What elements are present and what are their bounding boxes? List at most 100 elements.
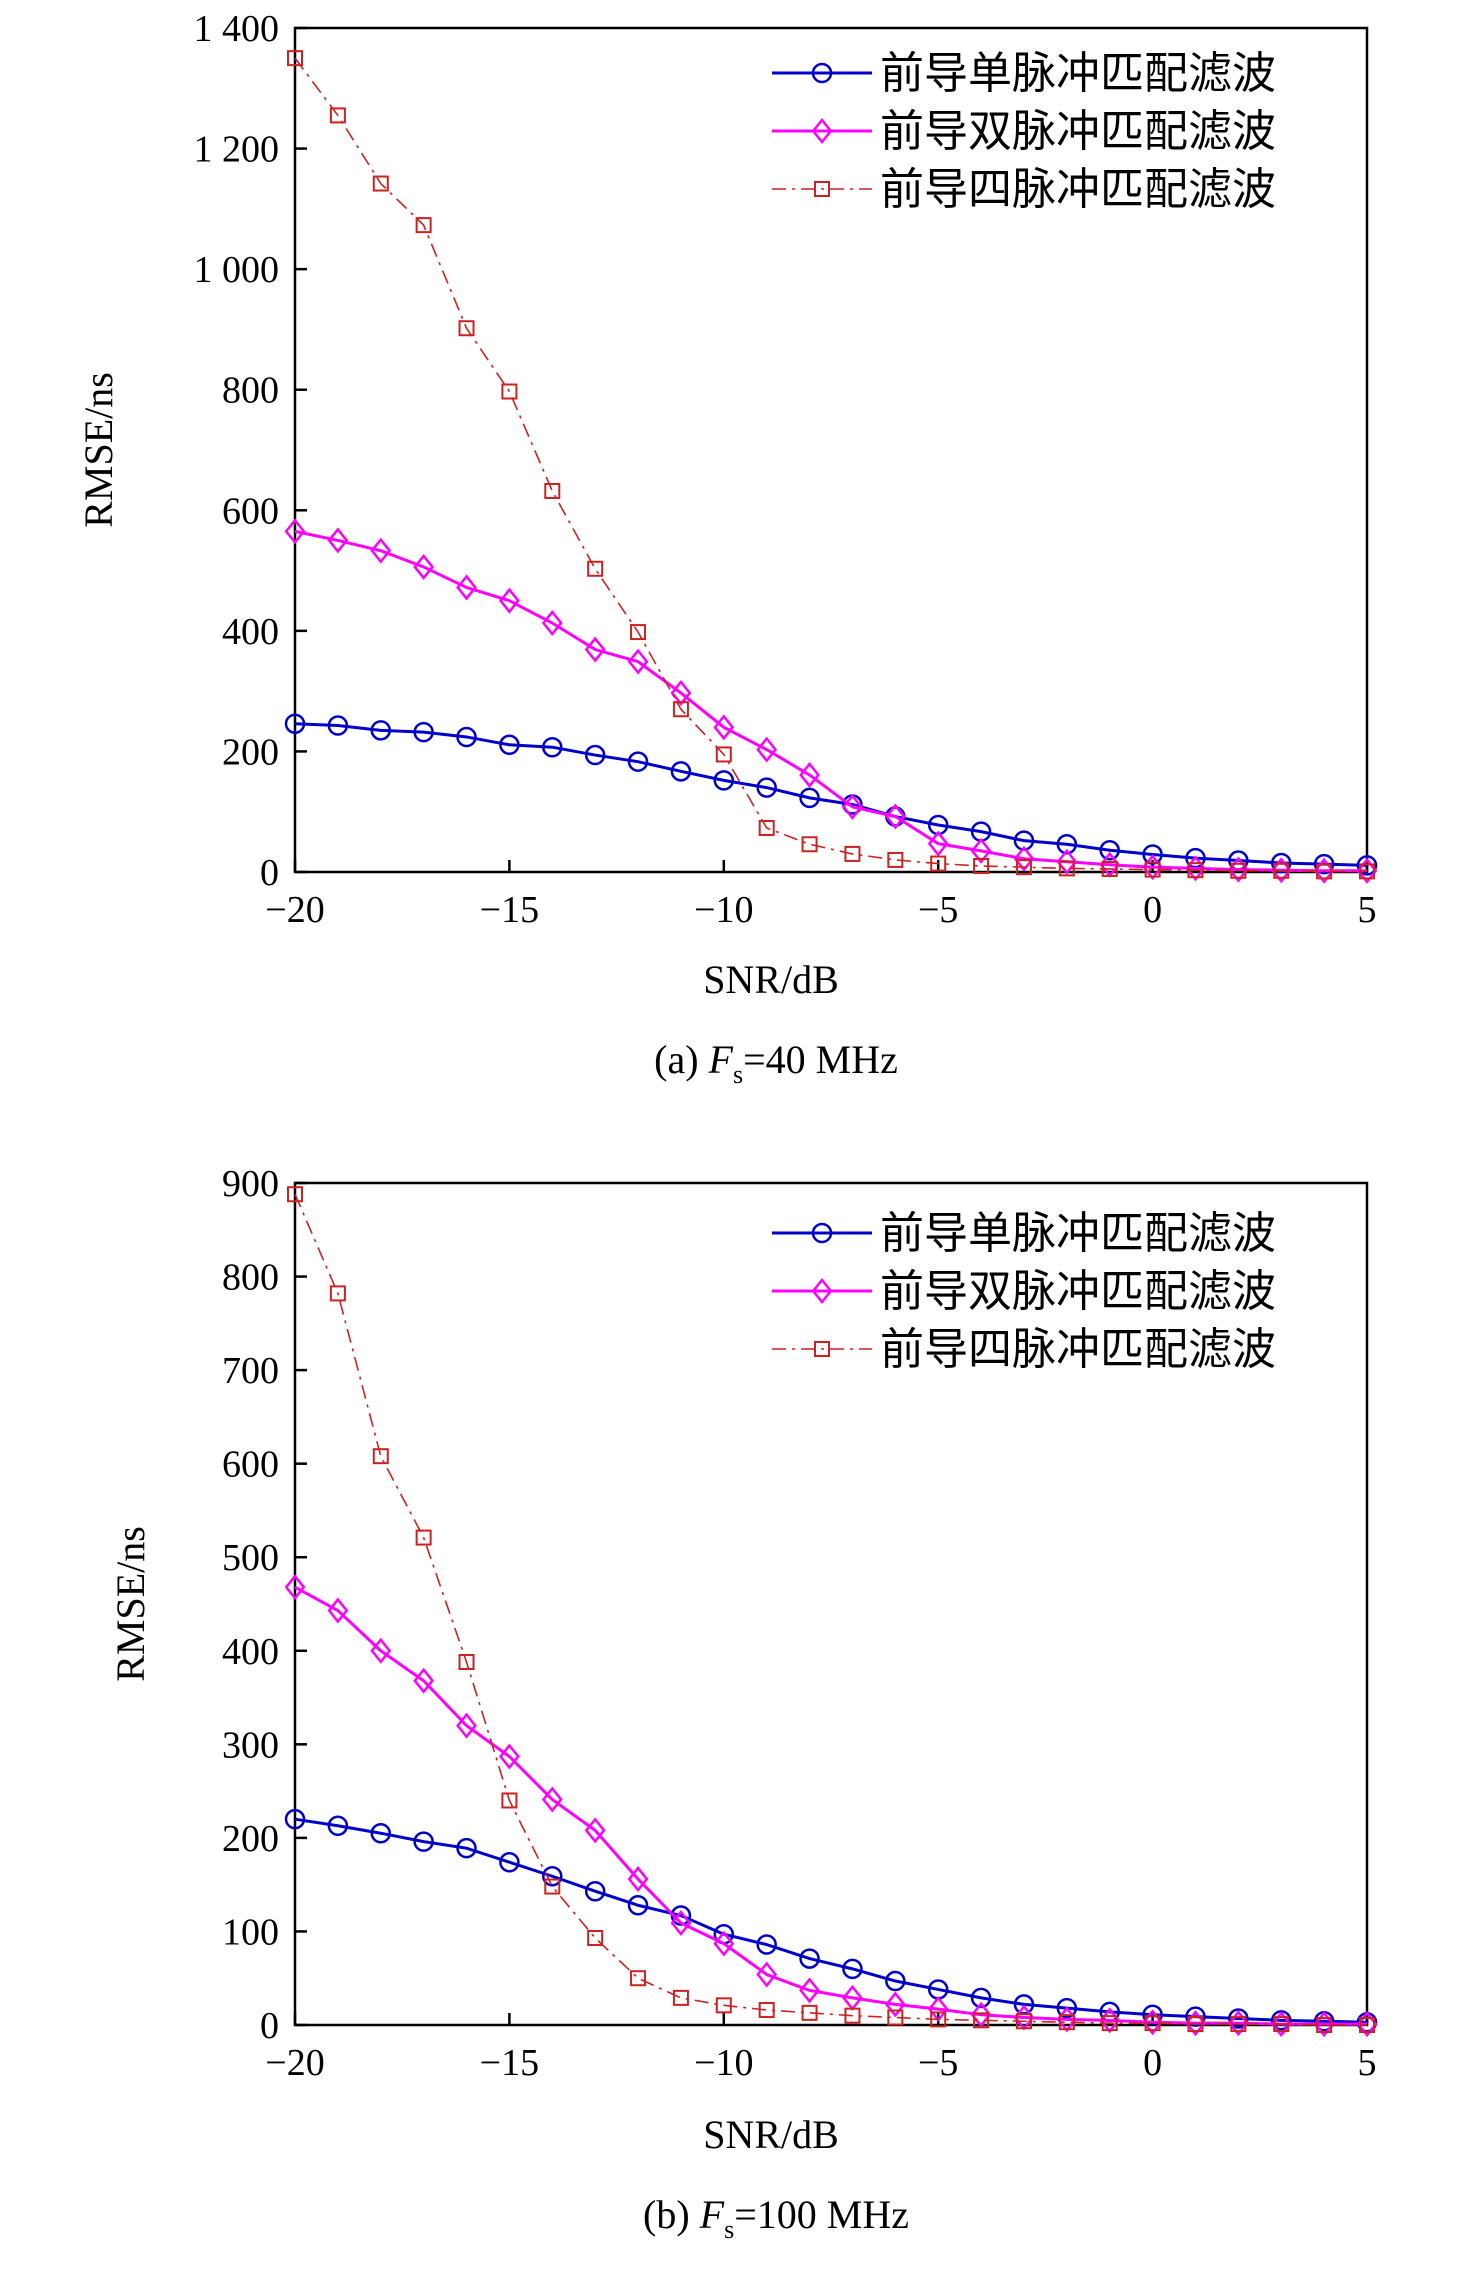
y-tick-label: 200 xyxy=(222,731,279,773)
data-point xyxy=(1356,2011,1378,2038)
data-point xyxy=(456,1837,477,1859)
data-point xyxy=(1187,862,1204,879)
data-point xyxy=(413,1667,435,1694)
data-point xyxy=(1230,2016,1247,2033)
legend-marker xyxy=(811,1222,833,1244)
data-point xyxy=(1230,862,1247,879)
caption-suffix: =40 MHz xyxy=(743,1037,898,1082)
legend-marker xyxy=(811,117,833,145)
legend-label: 前导双脉冲匹配滤波 xyxy=(880,106,1276,157)
data-point xyxy=(415,217,432,234)
series-line xyxy=(294,529,1367,873)
x-tick-label: −15 xyxy=(480,889,539,931)
x-tick-label: −10 xyxy=(694,889,753,931)
data-point xyxy=(670,761,692,782)
data-point xyxy=(713,770,735,791)
x-tick-label: −5 xyxy=(918,889,958,931)
data-point xyxy=(1142,2009,1164,2036)
data-point xyxy=(413,553,435,580)
y-tick-label: 600 xyxy=(222,1444,279,1486)
data-point xyxy=(499,734,520,756)
chart-b: −20 −15 −10 −5 0 5010020030040050060070080090… xyxy=(108,1163,1378,2244)
data-point xyxy=(1056,834,1078,855)
y-tick-label: 100 xyxy=(222,1911,279,1953)
figure-caption: (a) Fs=40 MHz xyxy=(654,1037,898,1089)
data-point xyxy=(758,2002,775,2019)
data-point xyxy=(1270,857,1292,884)
data-point xyxy=(756,777,777,798)
y-tick-label: 300 xyxy=(222,1724,279,1766)
data-point xyxy=(801,836,818,853)
data-point xyxy=(670,679,692,706)
data-point xyxy=(287,50,303,67)
data-point xyxy=(456,1712,477,1739)
y-axis-label: RMSE/ns xyxy=(76,372,121,528)
caption-subscript: s xyxy=(724,2215,734,2244)
data-point xyxy=(456,574,477,601)
data-point xyxy=(1185,2006,1206,2027)
data-point xyxy=(715,1997,732,2014)
data-point xyxy=(1185,2010,1206,2037)
data-point xyxy=(327,1597,349,1624)
series-line xyxy=(294,722,1368,867)
data-point xyxy=(456,726,477,748)
data-point xyxy=(799,1977,820,2004)
data-point xyxy=(1013,845,1035,872)
series-line xyxy=(294,1193,1367,2026)
data-point xyxy=(713,714,735,741)
data-point xyxy=(884,803,906,830)
data-point xyxy=(1273,2016,1290,2033)
data-point xyxy=(627,751,649,772)
data-point xyxy=(930,2011,947,2028)
data-point xyxy=(370,720,392,741)
data-point xyxy=(327,1815,349,1836)
data-point xyxy=(584,1817,606,1844)
y-tick-label: 700 xyxy=(222,1350,279,1392)
data-point xyxy=(329,1285,346,1302)
data-point xyxy=(844,2007,861,2024)
y-tick-label: 900 xyxy=(222,1163,279,1205)
data-point xyxy=(927,830,949,857)
data-point xyxy=(1270,2011,1292,2038)
data-point xyxy=(584,744,606,766)
data-point xyxy=(1056,848,1078,875)
data-point xyxy=(1101,860,1118,877)
series-square xyxy=(287,50,1375,880)
data-point xyxy=(498,1743,520,1770)
y-tick-label: 1 000 xyxy=(194,249,280,291)
data-point xyxy=(542,1865,563,1887)
data-point xyxy=(1228,2008,1249,2029)
data-point xyxy=(672,1989,689,2006)
y-tick-label: 800 xyxy=(222,1257,279,1299)
data-point xyxy=(1187,2016,1204,2033)
caption-variable: F xyxy=(708,1037,734,1082)
data-point xyxy=(501,383,518,400)
data-point xyxy=(1015,2013,1032,2030)
data-point xyxy=(1099,840,1120,861)
y-tick-label: 500 xyxy=(222,1537,279,1579)
legend-marker xyxy=(811,1277,833,1305)
data-point xyxy=(672,701,689,718)
data-point xyxy=(844,845,861,862)
legend-label: 前导四脉冲匹配滤波 xyxy=(880,164,1276,215)
data-point xyxy=(799,761,820,788)
data-point xyxy=(413,721,434,743)
series-line xyxy=(294,1585,1367,2026)
y-tick-label: 200 xyxy=(222,1818,279,1860)
data-point xyxy=(1313,857,1335,884)
data-point xyxy=(370,1822,392,1844)
data-point xyxy=(756,1934,777,1955)
y-tick-label: 0 xyxy=(260,852,279,894)
data-point xyxy=(541,1786,563,1813)
data-point xyxy=(1359,863,1375,880)
data-point xyxy=(370,1637,392,1664)
data-point xyxy=(1144,861,1161,878)
data-point xyxy=(758,819,775,836)
data-point xyxy=(284,1574,306,1601)
data-point xyxy=(799,1948,820,1969)
figure-caption: (b) Fs=100 MHz xyxy=(643,2192,909,2244)
x-tick-label: −5 xyxy=(918,2042,958,2084)
data-point xyxy=(1058,860,1075,877)
